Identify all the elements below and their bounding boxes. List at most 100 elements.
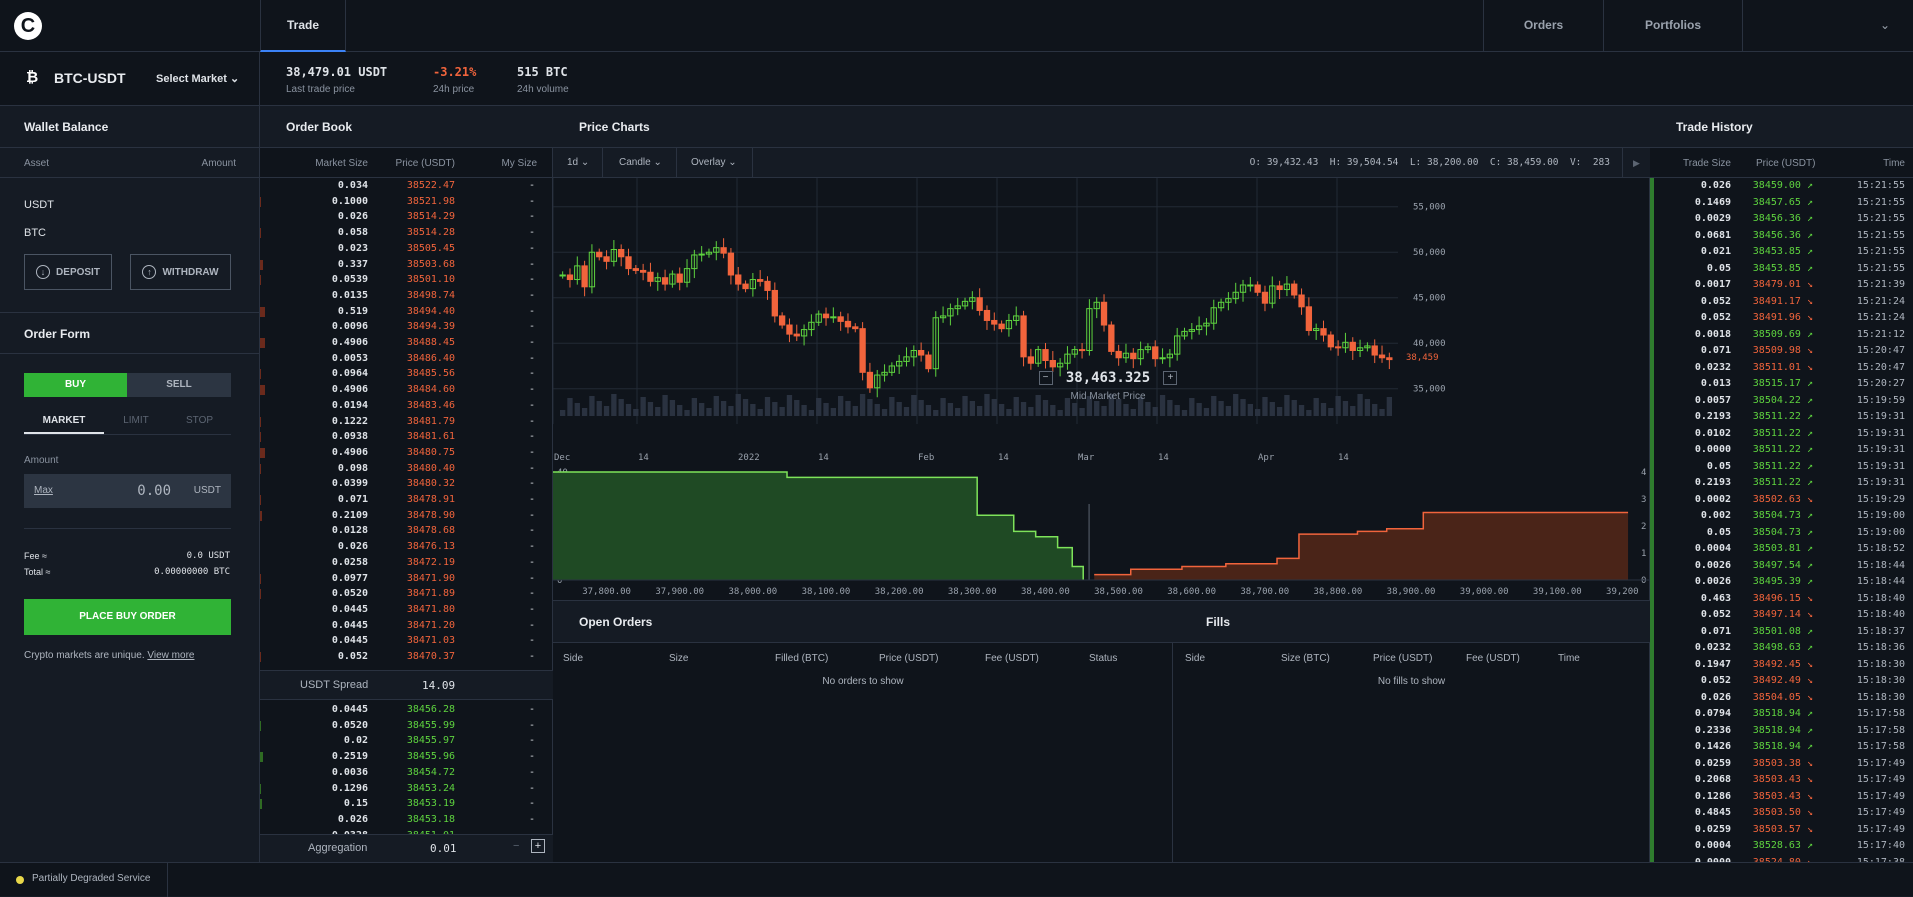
bid-row[interactable]: 0.026 38453.18 - (260, 812, 553, 828)
bid-row[interactable]: 0.0520 38455.99 - (260, 718, 553, 734)
price-change-label: 24h price (433, 84, 475, 95)
status-indicator[interactable]: Partially Degraded Service (0, 863, 168, 897)
volume-bar (794, 400, 800, 416)
ask-row[interactable]: 0.023 38505.45 - (260, 241, 553, 257)
ask-row[interactable]: 0.0096 38494.39 - (260, 319, 553, 335)
ask-row[interactable]: 0.026 38514.29 - (260, 209, 553, 225)
volume-bar (1130, 409, 1136, 416)
tab-stop[interactable]: STOP (168, 410, 231, 434)
buy-button[interactable]: BUY (24, 373, 127, 397)
ask-row[interactable]: 0.2109 38478.90 - (260, 508, 553, 524)
ask-row[interactable]: 0.0128 38478.68 - (260, 523, 553, 539)
ask-row[interactable]: 0.0964 38485.56 - (260, 366, 553, 382)
tab-market[interactable]: MARKET (24, 410, 104, 434)
candle (1386, 357, 1393, 361)
tab-trade[interactable]: Trade (260, 0, 346, 52)
total-label: Total ≈ (24, 567, 51, 577)
trade-price: 38511.01 ↘ (1752, 361, 1813, 373)
select-market-dropdown[interactable]: Select Market ⌄ (156, 72, 239, 85)
coinbase-logo-icon[interactable]: C (14, 12, 42, 40)
ask-row[interactable]: 0.0445 38471.80 - (260, 602, 553, 618)
ask-row[interactable]: 0.1222 38481.79 - (260, 414, 553, 430)
ask-row[interactable]: 0.1000 38521.98 - (260, 194, 553, 210)
ask-row[interactable]: 0.4906 38488.45 - (260, 335, 553, 351)
trade-row: 0.05 38511.22 ↗ 15:19:31 (1650, 459, 1913, 476)
bid-row[interactable]: 0.0036 38454.72 - (260, 765, 553, 781)
volume-label: 24h volume (517, 84, 569, 95)
volume-bar (1350, 406, 1356, 416)
bid-row[interactable]: 0.2519 38455.96 - (260, 749, 553, 765)
mid-price-plus-button[interactable]: + (1163, 371, 1178, 385)
chart-type-dropdown[interactable]: Candle ⌄ (603, 148, 677, 178)
candlestick-chart[interactable]: 55,000 50,000 45,000 40,000 35,000 Dec 14 2022 1… (553, 178, 1650, 464)
ask-row[interactable]: 0.052 38470.37 - (260, 649, 553, 665)
trade-size: 0.2068 (1694, 774, 1731, 785)
bid-row[interactable]: 0.0445 38456.28 - (260, 702, 553, 718)
ask-row[interactable]: 0.026 38476.13 - (260, 539, 553, 555)
ask-row[interactable]: 0.0053 38486.40 - (260, 351, 553, 367)
ask-row[interactable]: 0.4906 38484.60 - (260, 382, 553, 398)
mid-price-minus-button[interactable]: − (1038, 371, 1053, 385)
withdraw-button[interactable]: ↑ WITHDRAW (130, 254, 231, 290)
bid-row[interactable]: 0.15 38453.19 - (260, 796, 553, 812)
volume-bar (757, 409, 763, 416)
volume-bar (1379, 409, 1385, 416)
trade-size: 0.026 (1700, 180, 1731, 191)
volume-bar (1159, 395, 1166, 416)
nav-portfolios-label: Portfolios (1645, 18, 1701, 32)
fills-title: Fills (1206, 615, 1231, 629)
ask-row[interactable]: 0.0399 38480.32 - (260, 476, 553, 492)
my-size: - (528, 766, 535, 778)
ask-row[interactable]: 0.0445 38471.03 - (260, 633, 553, 649)
ask-row[interactable]: 0.0938 38481.61 - (260, 429, 553, 445)
candle (1020, 315, 1027, 358)
place-buy-order-button[interactable]: PLACE BUY ORDER (24, 599, 231, 635)
ask-row[interactable]: 0.337 38503.68 - (260, 257, 553, 273)
ask-row[interactable]: 0.098 38480.40 - (260, 461, 553, 477)
trade-time: 15:19:31 (1856, 427, 1905, 439)
volume-bar (1167, 400, 1173, 416)
market-size: 0.026 (337, 813, 368, 825)
spread-value: 14.09 (422, 679, 456, 692)
tab-limit[interactable]: LIMIT (104, 410, 168, 434)
ask-row[interactable]: 0.4906 38480.75 - (260, 445, 553, 461)
ask-row[interactable]: 0.0520 38471.89 - (260, 586, 553, 602)
candle (932, 317, 939, 370)
ask-row[interactable]: 0.519 38494.40 - (260, 304, 553, 320)
asks-list: 0.034 38522.47 - 0.1000 38521.98 - 0.026 38514.… (260, 178, 553, 668)
interval-dropdown[interactable]: 1d ⌄ (553, 148, 603, 178)
ask-row[interactable]: 0.0135 38498.74 - (260, 288, 553, 304)
volume-bar (611, 394, 617, 416)
ask-row[interactable]: 0.0977 38471.90 - (260, 571, 553, 587)
aggregation-plus-button[interactable]: + (531, 839, 545, 853)
view-more-link[interactable]: View more (147, 650, 195, 661)
aggregation-minus-button[interactable]: − (513, 840, 520, 852)
volume-bar (1386, 397, 1392, 416)
candle (822, 313, 830, 319)
depth-chart[interactable]: 4030201004321037,800.0037,900.0038,000.0… (553, 464, 1650, 600)
trade-size: 0.0018 (1694, 328, 1731, 340)
trade-size: 0.463 (1700, 592, 1731, 604)
bid-row[interactable]: 0.1296 38453.24 - (260, 781, 553, 797)
nav-portfolios[interactable]: Portfolios (1603, 0, 1743, 52)
deposit-button[interactable]: ↓ DEPOSIT (24, 254, 112, 290)
ask-row[interactable]: 0.071 38478.91 - (260, 492, 553, 508)
sell-button[interactable]: SELL (127, 373, 231, 397)
amount-input[interactable]: Max 0.00 USDT (24, 474, 231, 508)
nav-orders[interactable]: Orders (1483, 0, 1603, 52)
ask-row[interactable]: 0.0445 38471.20 - (260, 618, 553, 634)
bid-row[interactable]: 0.02 38455.97 - (260, 733, 553, 749)
volume-bar (1101, 406, 1107, 416)
ask-row[interactable]: 0.0539 38501.10 - (260, 272, 553, 288)
ask-row[interactable]: 0.058 38514.28 - (260, 225, 553, 241)
ask-row[interactable]: 0.0194 38483.46 - (260, 398, 553, 414)
trade-time: 15:20:27 (1856, 378, 1905, 389)
max-link[interactable]: Max (34, 485, 53, 496)
chart-play-icon[interactable]: ▶ (1622, 148, 1650, 178)
col-fee: Fee (USDT) (1466, 653, 1520, 664)
ask-row[interactable]: 0.034 38522.47 - (260, 178, 553, 194)
overlay-dropdown[interactable]: Overlay ⌄ (677, 148, 753, 178)
candle (961, 300, 969, 307)
account-chevron-down-icon[interactable]: ⌄ (1880, 18, 1891, 32)
ask-row[interactable]: 0.0258 38472.19 - (260, 555, 553, 571)
